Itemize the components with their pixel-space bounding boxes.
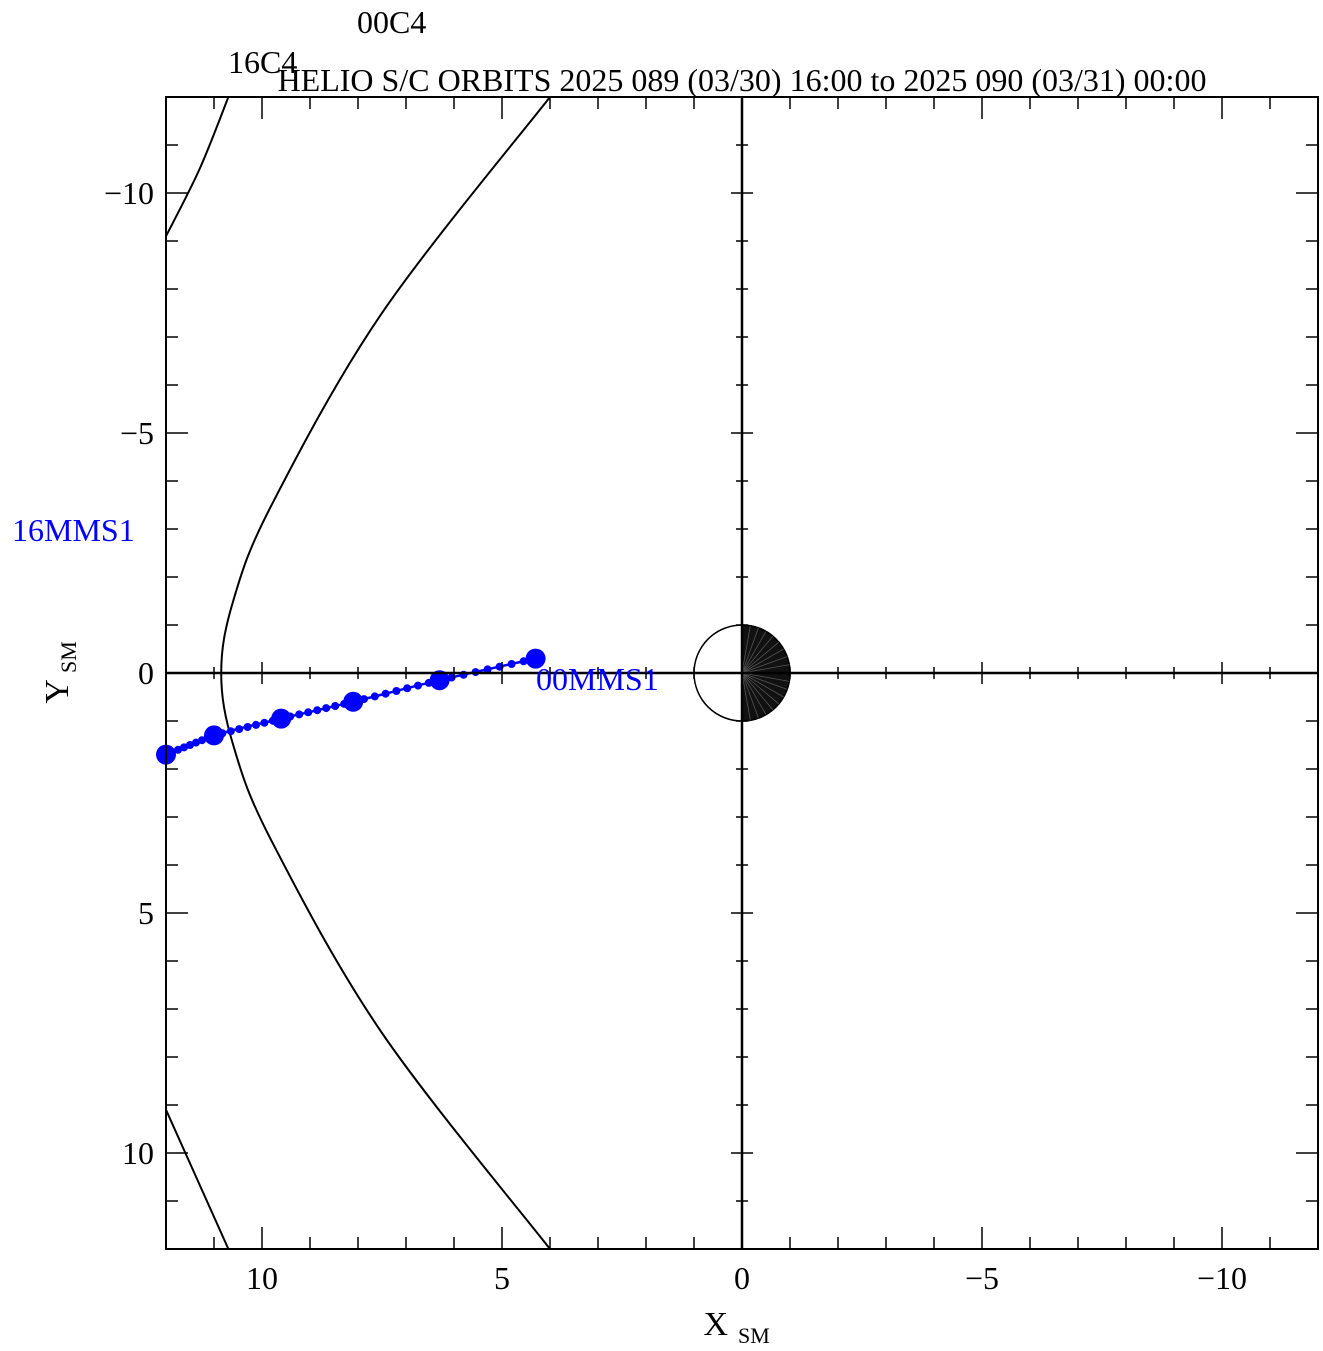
- mms1-minor-point: [174, 745, 182, 754]
- mms1-minor-point: [243, 723, 252, 731]
- mms1-minor-point: [370, 692, 379, 701]
- x-tick-label: 0: [734, 1260, 750, 1296]
- bow-shock-curve: [166, 1109, 230, 1249]
- mms1-minor-point: [322, 704, 331, 713]
- x-axis-label-sub: SM: [738, 1323, 770, 1348]
- x-tick-label: −10: [1197, 1260, 1247, 1296]
- x-axis-label: X: [703, 1306, 728, 1343]
- earth-night-hatch: [741, 627, 759, 674]
- mms1-hour-point: [271, 708, 292, 729]
- earth-night-hatch: [741, 672, 767, 715]
- mms1-minor-point: [313, 706, 322, 715]
- c4-orbit-line: [166, 97, 230, 237]
- mms1-minor-point: [392, 687, 401, 695]
- y-axis-label: Y: [39, 679, 76, 704]
- earth-night-hatch: [741, 672, 790, 682]
- mms1-minor-point: [403, 684, 412, 693]
- mms1-minor-point: [295, 710, 304, 719]
- mms1-hour-point: [525, 648, 546, 669]
- earth-night-hatch: [741, 648, 784, 674]
- mms1-hour-point: [204, 725, 224, 746]
- y-axis-label-group: Y SM: [39, 641, 81, 703]
- mms1-minor-point: [483, 665, 492, 674]
- mms1-minor-point: [381, 689, 390, 698]
- mms1-minor-point: [507, 660, 516, 668]
- c4-end-label: 00C4: [357, 4, 426, 40]
- chart-title: HELIO S/C ORBITS 2025 089 (03/30) 16:00 …: [278, 62, 1207, 98]
- x-tick-label: −5: [965, 1260, 999, 1296]
- mms1-minor-point: [414, 681, 422, 690]
- mms1-minor-point: [186, 741, 194, 749]
- earth-night-hatch: [741, 672, 784, 698]
- mms1-minor-point: [198, 736, 206, 745]
- mms1-minor-point: [192, 738, 200, 747]
- earth-night-hatch: [741, 635, 774, 674]
- mms1-minor-point: [519, 657, 528, 666]
- y-axis-label-sub: SM: [56, 641, 81, 673]
- mms1-end-label: 00MMS1: [536, 661, 659, 697]
- mms1-hour-point: [429, 670, 450, 691]
- mms1-start-label: 16MMS1: [12, 512, 135, 548]
- earth-night-hatch: [741, 625, 751, 674]
- y-tick-label: 5: [138, 895, 154, 931]
- earth-night-hatch: [741, 664, 790, 674]
- mms1-minor-point: [180, 743, 188, 752]
- x-tick-label: 10: [246, 1260, 278, 1296]
- earth-night-hatch: [741, 641, 780, 674]
- mms1-minor-point: [252, 720, 260, 729]
- c4-start-label: 16C4: [228, 44, 297, 80]
- earth-night-hatch: [741, 672, 780, 705]
- earth-night-hatch: [741, 672, 788, 690]
- y-tick-label: −10: [104, 175, 154, 211]
- x-tick-label: 5: [494, 1260, 510, 1296]
- mms1-minor-point: [235, 725, 244, 734]
- mms1-minor-point: [226, 727, 235, 736]
- earth-night-hatch: [741, 672, 751, 721]
- earth-night-hatch: [741, 656, 788, 674]
- y-tick-label: 10: [122, 1135, 154, 1171]
- earth-night-hatch: [741, 672, 774, 711]
- mms1-hour-point: [343, 691, 364, 712]
- earth-night-hatch: [741, 672, 759, 719]
- mms1-minor-point: [331, 702, 340, 710]
- earth-night-hatch: [741, 631, 767, 674]
- mms1-minor-point: [260, 718, 269, 727]
- y-tick-label: −5: [120, 415, 154, 451]
- y-tick-label: 0: [138, 655, 154, 691]
- mms1-minor-point: [304, 708, 313, 717]
